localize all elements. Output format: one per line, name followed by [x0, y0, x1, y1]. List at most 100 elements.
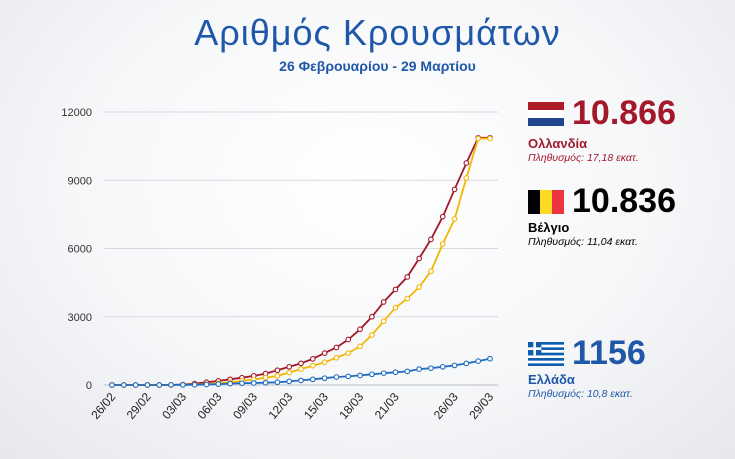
data-point: [286, 369, 293, 376]
country-greece: 1156 Ελλάδα Πληθυσμός: 10,8 εκατ.: [528, 334, 728, 410]
netherlands-name: Ολλανδία: [528, 136, 588, 151]
data-point: [309, 362, 316, 369]
y-tick-label: 6000: [68, 244, 92, 256]
data-point: [262, 379, 269, 386]
greece-population: Πληθυσμός: 10,8 εκατ.: [528, 388, 633, 400]
data-point: [428, 236, 434, 243]
chart-subtitle: 26 Φεβρουαρίου - 29 Μαρτίου: [279, 58, 476, 74]
data-point: [333, 344, 340, 351]
data-point: [428, 365, 434, 372]
data-point: [286, 363, 293, 370]
country-belgium: 10.836 Βέλγιο Πληθυσμός: 11,04 εκατ.: [528, 182, 728, 258]
y-tick-label: 0: [86, 380, 92, 392]
greece-case-count: 1156: [572, 334, 646, 372]
data-point: [463, 360, 470, 367]
data-point: [369, 313, 375, 320]
data-point: [274, 379, 281, 386]
data-point: [392, 304, 399, 311]
data-point: [321, 350, 328, 357]
data-point: [274, 367, 281, 374]
data-point: [357, 343, 363, 350]
x-tick-label: 03/03: [159, 390, 189, 422]
data-point: [168, 382, 174, 388]
data-point: [451, 216, 458, 222]
data-point: [227, 380, 233, 387]
y-tick-label: 3000: [68, 312, 92, 324]
data-point: [380, 299, 387, 305]
x-tick-label: 29/03: [466, 390, 496, 422]
data-point: [392, 286, 399, 293]
chart-title: Αριθμός Κρουσμάτων: [194, 12, 561, 53]
data-point: [345, 373, 352, 380]
series-line: [112, 137, 490, 386]
data-point: [439, 241, 446, 247]
netherlands-case-count: 10.866: [572, 94, 676, 132]
data-point: [156, 382, 163, 388]
data-point: [463, 160, 470, 166]
x-tick-label: 06/03: [195, 390, 225, 422]
data-point: [262, 374, 269, 381]
data-point: [369, 332, 375, 338]
data-point: [416, 366, 422, 372]
data-point: [191, 381, 198, 388]
x-tick-label: 12/03: [265, 390, 295, 422]
data-point: [345, 350, 352, 357]
series-line: [112, 136, 490, 386]
data-point: [274, 373, 281, 379]
data-point: [309, 376, 316, 383]
data-point: [369, 371, 375, 378]
data-point: [345, 336, 352, 343]
data-point: [439, 363, 446, 370]
data-point: [239, 380, 245, 387]
belgium-flag-icon: [528, 190, 564, 214]
greece-name: Ελλάδα: [528, 372, 575, 387]
data-point: [404, 295, 411, 302]
data-point: [250, 380, 257, 386]
country-netherlands: 10.866 Ολλανδία Πληθυσμός: 17,18 εκατ.: [528, 94, 728, 170]
data-point: [475, 358, 482, 364]
data-point: [109, 382, 115, 388]
data-point: [416, 255, 422, 262]
data-point: [428, 268, 434, 275]
data-point: [298, 366, 304, 372]
data-point: [357, 372, 363, 379]
y-tick-label: 9000: [68, 175, 92, 187]
data-point: [215, 381, 222, 387]
data-point: [333, 354, 340, 361]
data-point: [404, 368, 411, 375]
belgium-case-count: 10.836: [572, 182, 676, 220]
data-point: [475, 135, 482, 142]
data-point: [451, 186, 458, 193]
data-point: [309, 355, 316, 362]
data-point: [439, 213, 446, 220]
data-point: [416, 284, 422, 291]
data-point: [487, 135, 493, 142]
data-point: [357, 326, 363, 333]
data-point: [487, 355, 493, 362]
data-point: [451, 362, 458, 369]
data-point: [203, 381, 210, 388]
x-tick-label: 26/02: [88, 390, 118, 422]
data-point: [380, 318, 387, 325]
data-point: [333, 374, 340, 380]
greece-flag-icon: [528, 342, 564, 366]
x-tick-label: 15/03: [301, 390, 331, 422]
data-point: [321, 375, 328, 382]
x-tick-label: 18/03: [336, 390, 366, 422]
belgium-population: Πληθυσμός: 11,04 εκατ.: [528, 236, 638, 248]
data-point: [286, 378, 293, 385]
y-tick-label: 12000: [61, 107, 92, 119]
data-point: [380, 370, 387, 377]
x-tick-label: 21/03: [372, 390, 402, 422]
data-point: [144, 382, 151, 388]
netherlands-population: Πληθυσμός: 17,18 εκατ.: [528, 152, 639, 164]
x-tick-label: 09/03: [230, 390, 260, 422]
data-point: [132, 382, 139, 388]
data-point: [404, 274, 411, 280]
x-tick-label: 26/03: [431, 390, 461, 422]
data-point: [298, 377, 304, 384]
data-point: [180, 381, 186, 388]
x-tick-label: 29/02: [124, 390, 154, 422]
data-point: [321, 359, 328, 366]
